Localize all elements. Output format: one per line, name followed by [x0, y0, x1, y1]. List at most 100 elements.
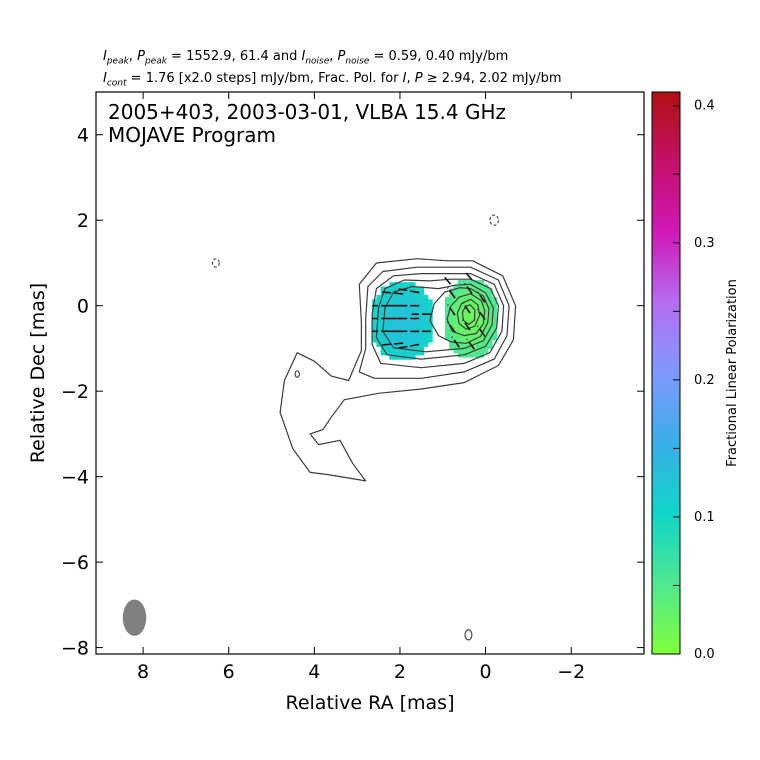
pol-pixel	[462, 314, 467, 320]
pol-pixel	[474, 309, 480, 315]
evpa-vector	[379, 342, 404, 346]
header1-values-a: = 1552.9, 61.4 and	[166, 49, 302, 64]
pol-pixel	[479, 280, 485, 285]
header2-icont: I	[103, 71, 107, 86]
pol-pixel	[427, 324, 433, 330]
pol-pixel	[410, 337, 416, 343]
header1-inoise-sub: noise	[305, 56, 330, 67]
pol-pixel	[397, 307, 403, 313]
contour-island	[464, 629, 473, 641]
pol-pixel	[414, 286, 420, 292]
pol-pixel	[483, 305, 489, 311]
x-tick-label: 6	[223, 661, 235, 683]
negative-contour	[489, 214, 499, 226]
pol-pixel	[427, 333, 433, 339]
pol-pixel	[444, 309, 450, 315]
evpa-vector	[397, 343, 420, 349]
pol-pixel	[492, 327, 497, 332]
pol-pixel	[453, 288, 459, 294]
header-line-1: Ipeak, Ppeak = 1552.9, 61.4 and Inoise, …	[103, 49, 508, 67]
pol-pixel	[474, 344, 480, 350]
pol-pixel	[453, 327, 459, 332]
evpa-vector	[379, 291, 404, 295]
pol-pixel	[483, 297, 489, 303]
pol-pixel	[389, 286, 395, 292]
pol-pixel	[414, 324, 420, 330]
pol-pixel	[406, 350, 412, 356]
pol-pixel	[492, 309, 497, 315]
evpa-vector	[466, 338, 475, 350]
pol-pixel	[406, 307, 412, 313]
pol-pixel	[397, 333, 403, 339]
colorbar-tick-label: 0.0	[694, 647, 715, 662]
pol-pixel	[462, 348, 467, 354]
pol-pixel	[419, 286, 425, 292]
pol-pixel	[419, 350, 425, 356]
pol-pixel	[492, 331, 497, 337]
pol-pixel	[372, 307, 378, 313]
pol-pixel	[444, 322, 450, 328]
contour-level-3	[371, 273, 505, 369]
pol-pixel	[423, 307, 429, 313]
pol-pixel	[466, 331, 472, 337]
pol-pixel	[376, 324, 382, 330]
pol-pixel	[397, 354, 403, 360]
pol-pixel	[479, 301, 485, 307]
pol-pixel	[402, 342, 407, 347]
contour-level-4	[375, 278, 499, 360]
pol-pixel	[462, 288, 467, 294]
pol-pixel	[483, 288, 489, 294]
pol-pixel	[479, 309, 485, 315]
evpa-vector-layer	[372, 271, 486, 350]
pol-pixel	[449, 301, 455, 307]
pol-pixel	[410, 350, 416, 356]
header1-pnoise: P	[337, 49, 346, 64]
pol-pixel	[393, 346, 399, 352]
pol-pixel	[474, 288, 480, 294]
pol-pixel	[457, 335, 463, 341]
pol-pixel	[487, 314, 493, 320]
pol-pixel	[410, 346, 416, 352]
header2-text-a: = 1.76 [x2.0 steps] mJy/bm, Frac. Pol. f…	[126, 71, 403, 86]
pol-pixel	[384, 333, 390, 339]
pol-pixel	[449, 335, 455, 341]
annotation-program: MOJAVE Program	[108, 123, 276, 147]
pol-pixel	[389, 320, 395, 326]
pol-pixel	[462, 297, 467, 303]
contour-island	[294, 370, 300, 378]
pol-pixel	[483, 348, 489, 354]
x-tick-label: −2	[557, 661, 585, 683]
pol-pixel	[423, 295, 429, 300]
pol-pixel	[466, 352, 472, 358]
pol-pixel	[380, 299, 386, 305]
header1-sep: ,	[128, 49, 138, 64]
pol-pixel	[483, 339, 489, 345]
pol-pixel	[393, 337, 399, 343]
pol-pixel	[372, 337, 378, 343]
pol-pixel	[376, 299, 382, 305]
beam-ellipse	[122, 599, 147, 636]
pol-pixel	[423, 320, 429, 326]
pol-pixel	[414, 350, 420, 356]
contour-level-5	[382, 283, 494, 353]
evpa-vector	[464, 282, 473, 295]
pol-pixel	[457, 309, 463, 315]
colorbar-label: Fractional Linear Polarization	[725, 279, 740, 467]
pol-pixel	[414, 333, 420, 339]
pol-pixel	[462, 331, 467, 337]
pol-pixel	[457, 288, 463, 294]
pol-pixel	[423, 342, 429, 347]
pol-pixel	[492, 335, 497, 341]
pol-pixel	[414, 337, 420, 343]
pol-pixel	[470, 284, 476, 290]
pol-pixel	[470, 309, 476, 315]
pol-pixel	[393, 295, 399, 300]
pol-pixel	[453, 309, 459, 315]
pol-pixel	[487, 318, 493, 324]
pol-pixel	[410, 299, 416, 305]
pol-pixel	[419, 329, 425, 335]
pol-pixel	[393, 312, 399, 317]
pol-pixel	[376, 295, 382, 300]
header1-i-sub: peak	[106, 56, 129, 67]
pol-pixel	[479, 344, 485, 350]
